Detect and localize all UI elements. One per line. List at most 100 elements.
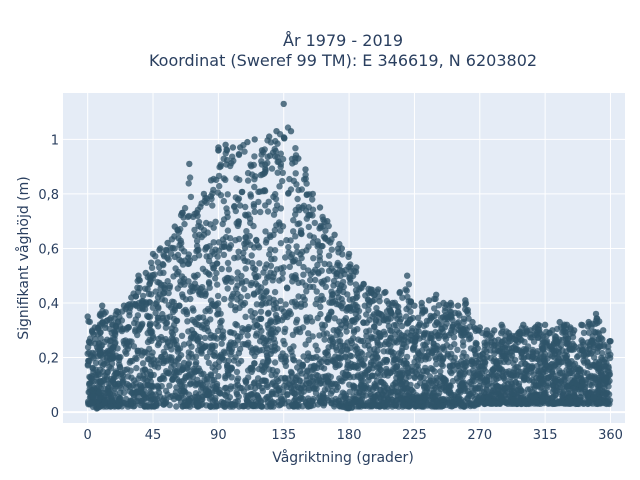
scatter-point: [422, 356, 429, 363]
scatter-point: [164, 239, 171, 247]
scatter-point: [268, 256, 275, 263]
scatter-point: [148, 358, 155, 365]
scatter-point: [232, 285, 240, 293]
scatter-point: [367, 398, 374, 405]
scatter-point: [215, 373, 222, 380]
scatter-point: [222, 392, 230, 400]
scatter-point: [337, 331, 344, 338]
scatter-point: [92, 366, 99, 373]
scatter-point: [376, 298, 383, 305]
scatter-point: [209, 202, 216, 209]
scatter-point: [390, 381, 397, 389]
scatter-point: [251, 360, 258, 367]
scatter-point: [605, 398, 612, 406]
scatter-point: [142, 269, 149, 277]
scatter-point: [435, 321, 442, 328]
scatter-point: [160, 269, 167, 276]
scatter-point: [224, 369, 232, 377]
scatter-point: [263, 361, 270, 369]
scatter-point: [224, 362, 231, 369]
scatter-point: [563, 340, 570, 347]
scatter-point: [268, 165, 276, 172]
scatter-point: [501, 358, 508, 366]
scatter-point: [206, 349, 214, 356]
scatter-point: [512, 332, 520, 339]
scatter-point: [288, 348, 295, 355]
scatter-point: [557, 342, 565, 349]
scatter-point: [571, 327, 578, 334]
scatter-point: [318, 363, 325, 371]
scatter-point: [374, 286, 382, 293]
scatter-point: [283, 284, 291, 291]
scatter-point: [332, 353, 339, 360]
scatter-point: [476, 324, 483, 331]
scatter-point: [492, 365, 500, 372]
scatter-point: [178, 209, 186, 217]
scatter-point: [225, 345, 233, 352]
scatter-point: [186, 160, 193, 168]
scatter-point: [433, 360, 440, 368]
scatter-point: [109, 377, 116, 385]
scatter-point: [192, 382, 199, 389]
scatter-point: [221, 295, 228, 303]
scatter-point: [599, 349, 606, 357]
scatter-point: [460, 318, 467, 326]
scatter-point: [205, 280, 213, 287]
scatter-point: [137, 323, 144, 331]
scatter-point: [223, 277, 230, 284]
scatter-point: [298, 186, 305, 193]
scatter-point: [498, 366, 505, 373]
scatter-point: [451, 354, 458, 361]
scatter-point: [333, 270, 340, 277]
scatter-point: [494, 342, 501, 349]
scatter-point: [289, 160, 296, 167]
scatter-point: [273, 368, 281, 375]
scatter-point: [453, 375, 461, 382]
scatter-point: [219, 220, 226, 228]
scatter-point: [398, 322, 406, 330]
scatter-point: [338, 245, 345, 252]
scatter-point: [268, 318, 275, 326]
scatter-point: [257, 288, 264, 295]
scatter-point: [380, 359, 387, 366]
scatter-point: [303, 288, 310, 295]
scatter-point: [304, 267, 312, 274]
scatter-point: [321, 277, 328, 284]
scatter-point: [426, 396, 434, 404]
scatter-point: [357, 349, 364, 356]
scatter-point: [198, 371, 205, 378]
scatter-point: [154, 259, 162, 266]
scatter-point: [314, 377, 321, 384]
scatter-point: [433, 379, 440, 386]
scatter-point: [287, 237, 294, 244]
scatter-point: [203, 353, 211, 361]
scatter-point: [206, 253, 214, 260]
scatter-point: [433, 291, 440, 298]
scatter-point: [258, 301, 265, 308]
scatter-point: [537, 359, 544, 366]
scatter-point: [180, 359, 188, 367]
scatter-point: [363, 311, 370, 318]
scatter-point: [271, 288, 279, 296]
data-points: [84, 100, 614, 412]
scatter-point: [267, 330, 275, 337]
scatter-point: [178, 273, 186, 280]
scatter-point: [353, 363, 360, 370]
scatter-point: [514, 386, 521, 393]
scatter-point: [322, 235, 329, 242]
scatter-point: [241, 285, 248, 293]
scatter-point: [231, 202, 238, 210]
scatter-point: [491, 350, 498, 357]
scatter-point: [466, 400, 473, 407]
scatter-point: [90, 393, 97, 400]
scatter-point: [448, 391, 455, 398]
scatter-point: [456, 312, 463, 319]
scatter-point: [560, 391, 567, 398]
scatter-point: [579, 338, 586, 346]
scatter-point: [556, 367, 563, 374]
scatter-point: [410, 346, 417, 353]
scatter-point: [380, 348, 387, 355]
scatter-point: [270, 335, 278, 343]
scatter-point: [286, 175, 293, 183]
scatter-point: [223, 161, 230, 168]
